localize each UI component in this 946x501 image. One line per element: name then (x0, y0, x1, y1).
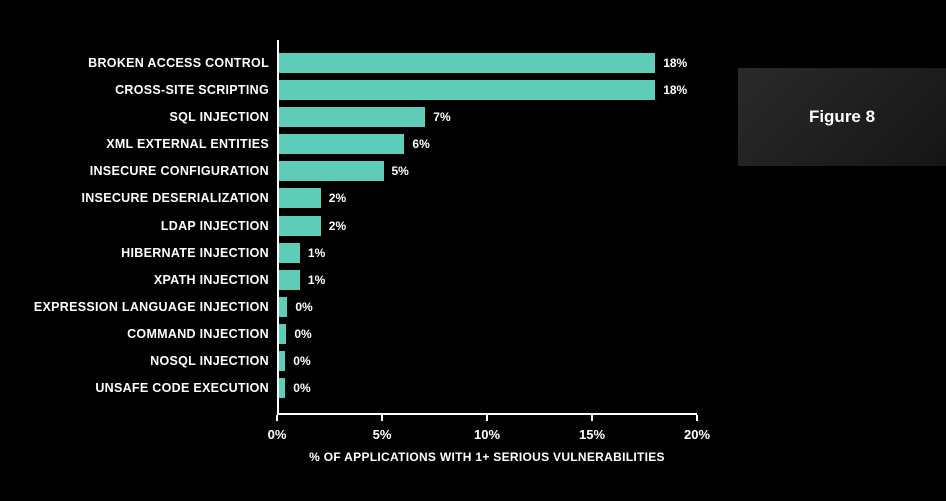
bar-category-label: HIBERNATE INJECTION (121, 246, 269, 260)
bar-row: BROKEN ACCESS CONTROL18% (279, 52, 697, 74)
bar-value-label: 18% (663, 56, 687, 70)
bar-value-label: 0% (293, 381, 310, 395)
figure-caption-box: Figure 8 (738, 68, 946, 166)
bar-row: XPATH INJECTION1% (279, 269, 697, 291)
x-axis-title: % OF APPLICATIONS WITH 1+ SERIOUS VULNER… (277, 450, 697, 464)
bar (279, 243, 300, 263)
figure-caption-label: Figure 8 (809, 107, 875, 127)
bar-category-label: XPATH INJECTION (154, 273, 269, 287)
bar-category-label: BROKEN ACCESS CONTROL (88, 56, 269, 70)
bar-value-label: 6% (412, 137, 429, 151)
bar (279, 297, 287, 317)
bar-category-label: CROSS-SITE SCRIPTING (115, 83, 269, 97)
x-tick-label: 20% (684, 427, 710, 442)
bar-row: HIBERNATE INJECTION1% (279, 242, 697, 264)
bar (279, 53, 655, 73)
x-tick: 10% (487, 415, 513, 442)
bar-row: CROSS-SITE SCRIPTING18% (279, 79, 697, 101)
bar-row: SQL INJECTION7% (279, 106, 697, 128)
bar (279, 378, 285, 398)
bar-row: XML EXTERNAL ENTITIES6% (279, 133, 697, 155)
x-tick-label: 5% (373, 427, 392, 442)
bar-category-label: COMMAND INJECTION (127, 327, 269, 341)
bar-value-label: 18% (663, 83, 687, 97)
x-tick-mark (486, 415, 488, 421)
bar (279, 351, 285, 371)
bar-value-label: 1% (308, 273, 325, 287)
bar-category-label: UNSAFE CODE EXECUTION (95, 381, 269, 395)
bar-row: NOSQL INJECTION0% (279, 350, 697, 372)
bar (279, 161, 384, 181)
x-tick-label: 15% (579, 427, 605, 442)
bar-value-label: 7% (433, 110, 450, 124)
x-tick: 5% (382, 415, 401, 442)
x-tick-mark (381, 415, 383, 421)
x-tick-label: 0% (268, 427, 287, 442)
x-tick: 15% (592, 415, 618, 442)
bar-row: INSECURE DESERIALIZATION2% (279, 187, 697, 209)
bar-value-label: 0% (295, 300, 312, 314)
bar-category-label: INSECURE DESERIALIZATION (81, 191, 269, 205)
bar-category-label: NOSQL INJECTION (150, 354, 269, 368)
bar-category-label: INSECURE CONFIGURATION (90, 164, 269, 178)
bar-row: UNSAFE CODE EXECUTION0% (279, 377, 697, 399)
x-tick-mark (696, 415, 698, 421)
bar-category-label: LDAP INJECTION (161, 219, 269, 233)
bar-value-label: 0% (293, 354, 310, 368)
bar-row: EXPRESSION LANGUAGE INJECTION0% (279, 296, 697, 318)
bar-category-label: XML EXTERNAL ENTITIES (106, 137, 269, 151)
bar-category-label: EXPRESSION LANGUAGE INJECTION (34, 300, 269, 314)
x-tick-label: 10% (474, 427, 500, 442)
bar-row: INSECURE CONFIGURATION5% (279, 160, 697, 182)
x-axis: 0%5%10%15%20% (277, 415, 697, 445)
bar-value-label: 2% (329, 219, 346, 233)
bar-value-label: 2% (329, 191, 346, 205)
bar (279, 107, 425, 127)
bar (279, 80, 655, 100)
bar (279, 270, 300, 290)
bar-value-label: 0% (294, 327, 311, 341)
x-tick: 20% (697, 415, 723, 442)
bar-value-label: 1% (308, 246, 325, 260)
bar-category-label: SQL INJECTION (169, 110, 269, 124)
bar-series-container: BROKEN ACCESS CONTROL18% CROSS-SITE SCRIP… (279, 52, 697, 404)
bar (279, 188, 321, 208)
bar-row: COMMAND INJECTION0% (279, 323, 697, 345)
plot-area: BROKEN ACCESS CONTROL18% CROSS-SITE SCRIP… (277, 40, 697, 415)
bar (279, 134, 404, 154)
x-tick: 0% (277, 415, 296, 442)
bar (279, 324, 286, 344)
x-tick-mark (591, 415, 593, 421)
bar-row: LDAP INJECTION2% (279, 215, 697, 237)
x-tick-mark (276, 415, 278, 421)
bar-value-label: 5% (392, 164, 409, 178)
bar (279, 216, 321, 236)
vulnerability-bar-chart: BROKEN ACCESS CONTROL18%CROSS-SITE SCRIP… (0, 40, 720, 501)
